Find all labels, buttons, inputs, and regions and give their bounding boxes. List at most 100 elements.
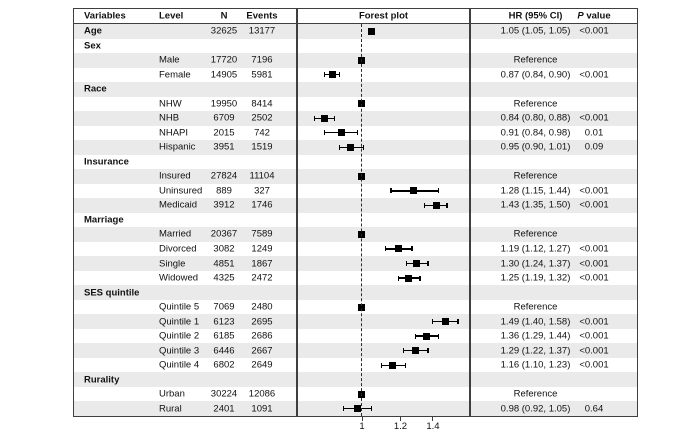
ci-cap-low — [343, 406, 345, 412]
ci-cap-high — [437, 188, 440, 194]
table-row: Divorced 3082 1249 1.19 (1.12, 1.27) <0.001 — [74, 242, 637, 257]
forest-marker — [410, 187, 418, 195]
hr-ci-cell: 0.91 (0.84, 0.98) — [500, 127, 571, 139]
table-row: Female 14905 5981 0.87 (0.84, 0.90) <0.001 — [74, 68, 637, 83]
ci-cap-low — [397, 275, 399, 281]
table-row: Medicaid 3912 1746 1.43 (1.35, 1.50) <0.001 — [74, 198, 637, 213]
variable-cell: Rurality — [84, 373, 120, 385]
n-cell: 14905 — [210, 69, 238, 81]
events-cell: 7196 — [251, 54, 273, 66]
forest-marker — [405, 274, 413, 282]
events-cell: 2480 — [251, 301, 273, 313]
p-value-italic-p: P — [577, 10, 584, 22]
axis-tick-label: 1.4 — [426, 421, 440, 432]
p-value-cell: <0.001 — [579, 243, 609, 255]
col-header-forest-plot: Forest plot — [358, 10, 409, 22]
ci-cap-high — [356, 130, 358, 136]
p-value-cell: <0.001 — [579, 315, 609, 327]
events-cell: 1091 — [251, 402, 273, 414]
table-row: Quintile 1 6123 2695 1.49 (1.40, 1.58) <0.00… — [74, 314, 637, 329]
hr-ci-cell: 1.28 (1.15, 1.44) — [500, 185, 571, 197]
level-cell: Male — [159, 54, 180, 66]
forest-marker — [328, 71, 336, 79]
n-cell: 32625 — [210, 25, 238, 37]
level-cell: Uninsured — [159, 185, 203, 197]
col-header-events: Events — [246, 10, 278, 22]
hr-ci-cell: 1.25 (1.19, 1.32) — [500, 272, 571, 284]
events-cell: 1867 — [251, 257, 273, 269]
events-cell: 1746 — [251, 199, 273, 211]
axis-tick-label: 1 — [359, 421, 365, 432]
p-value-cell: <0.001 — [579, 359, 609, 371]
ci-cap-low — [381, 362, 383, 368]
n-cell: 2015 — [213, 127, 235, 139]
level-cell: Widowed — [159, 272, 199, 284]
table-row: Widowed 4325 2472 1.25 (1.19, 1.32) <0.001 — [74, 271, 637, 286]
forest-marker — [413, 260, 421, 267]
ci-cap-high — [362, 144, 365, 150]
hr-ci-cell: Reference — [513, 98, 558, 110]
events-cell: 2649 — [251, 359, 273, 371]
events-cell: 5981 — [251, 69, 273, 81]
hr-ci-cell: 1.43 (1.35, 1.50) — [500, 199, 571, 211]
table-row: SES quintile — [74, 285, 637, 300]
col-header-level: Level — [159, 10, 184, 22]
level-cell: Quintile 1 — [159, 315, 200, 327]
hr-ci-cell: 1.05 (1.05, 1.05) — [500, 25, 571, 37]
x-axis: 1 1.2 1.4 — [75, 417, 638, 437]
n-cell: 30224 — [210, 388, 238, 400]
p-value-rest: value — [583, 10, 611, 22]
p-value-cell: <0.001 — [579, 199, 609, 211]
column-separator-forest-right — [469, 9, 471, 416]
events-cell: 7589 — [251, 228, 273, 240]
table-row: Urban 30224 12086 Reference — [74, 387, 637, 402]
n-cell: 4851 — [213, 257, 235, 269]
table-row: Male 17720 7196 Reference — [74, 53, 637, 68]
forest-marker — [442, 318, 450, 326]
events-cell: 2667 — [251, 344, 273, 356]
p-value-cell: <0.001 — [579, 25, 609, 37]
forest-marker — [389, 361, 397, 369]
hr-ci-cell: 0.87 (0.84, 0.90) — [500, 69, 571, 81]
hr-ci-cell: 0.95 (0.90, 1.01) — [500, 141, 571, 153]
table-row: Quintile 3 6446 2667 1.29 (1.22, 1.37) <0.00… — [74, 343, 637, 358]
p-value-cell: <0.001 — [579, 344, 609, 356]
table-row: Race — [74, 82, 637, 97]
hr-ci-cell: 1.49 (1.40, 1.58) — [500, 315, 571, 327]
ci-cap-low — [313, 115, 315, 121]
table-row: Insurance — [74, 155, 637, 170]
level-cell: Female — [159, 69, 191, 81]
events-cell: 2472 — [251, 272, 273, 284]
forest-plot-table: Variables Level N Events Forest plot HR … — [73, 8, 638, 417]
axis-tick — [399, 417, 401, 421]
n-cell: 19950 — [210, 98, 238, 110]
variable-cell: SES quintile — [84, 286, 140, 298]
level-cell: NHB — [159, 112, 180, 124]
hr-ci-cell: Reference — [513, 301, 558, 313]
col-header-p-value: P value — [564, 11, 624, 21]
hr-ci-cell: 1.19 (1.12, 1.27) — [500, 243, 571, 255]
level-cell: Medicaid — [159, 199, 198, 211]
ci-cap-high — [404, 362, 406, 368]
n-cell: 20367 — [210, 228, 238, 240]
p-value-cell: <0.001 — [579, 257, 609, 269]
hr-ci-cell: 1.30 (1.24, 1.37) — [500, 257, 571, 269]
col-header-hr-ci: HR (95% CI) — [508, 10, 563, 22]
n-cell: 6802 — [213, 359, 235, 371]
variable-cell: Age — [84, 25, 102, 37]
table-row: Rural 2401 1091 0.98 (0.92, 1.05) 0.64 — [74, 401, 637, 416]
ci-cap-high — [457, 319, 459, 325]
level-cell: Quintile 3 — [159, 344, 200, 356]
table-rows: Age 32625 13177 1.05 (1.05, 1.05) <0.001 Sex M… — [74, 24, 637, 416]
table-row: Uninsured 889 327 1.28 (1.15, 1.44) <0.001 — [74, 184, 637, 199]
ci-cap-low — [384, 246, 386, 252]
table-row: Quintile 4 6802 2649 1.16 (1.10, 1.23) <0.00… — [74, 358, 637, 373]
events-cell: 13177 — [248, 25, 276, 37]
hr-ci-cell: Reference — [513, 228, 558, 240]
table-row: NHAPI 2015 742 0.91 (0.84, 0.98) 0.01 — [74, 126, 637, 141]
ci-cap-high — [333, 115, 336, 121]
hr-ci-cell: Reference — [513, 54, 558, 66]
ci-cap-high — [446, 202, 448, 208]
ci-cap-high — [411, 246, 413, 252]
